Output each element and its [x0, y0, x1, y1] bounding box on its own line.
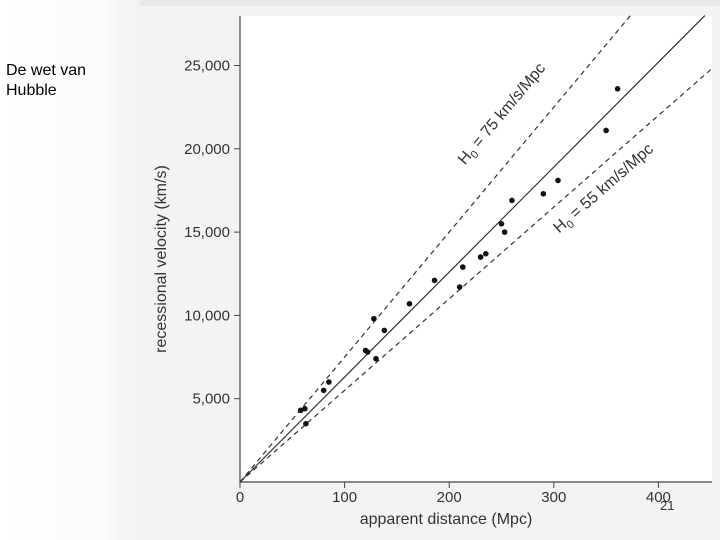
chart-axes: 0 100 200 300 400 5,000 10,000 15,000 20,000 25,0…: [153, 16, 712, 528]
data-point: [498, 220, 505, 227]
y-tick-label: 5,000: [192, 391, 230, 408]
data-point: [540, 190, 547, 197]
data-point: [459, 264, 466, 270]
x-tick-label: 0: [236, 489, 244, 506]
x-tick-label: 300: [541, 489, 566, 506]
data-point: [614, 86, 621, 92]
y-axis-label: recessional velocity (km/s): [153, 165, 170, 353]
data-point: [431, 277, 438, 284]
y-tick-label: 25,000: [184, 58, 230, 75]
data-point: [509, 197, 515, 204]
data-point: [371, 315, 377, 322]
chart-points: [297, 86, 621, 427]
data-point: [326, 379, 332, 385]
y-tick-label: 20,000: [184, 141, 230, 158]
data-point: [603, 127, 609, 134]
slide-title: De wet van Hubble: [6, 62, 87, 99]
data-point: [477, 254, 484, 260]
data-point: [555, 177, 561, 184]
slide-left-panel: [0, 0, 140, 540]
x-axis-label: apparent distance (Mpc): [360, 511, 533, 528]
data-point: [364, 349, 371, 355]
data-point: [381, 327, 388, 334]
x-tick-label: 400: [646, 489, 671, 506]
y-tick-label: 10,000: [184, 307, 230, 324]
data-point: [456, 284, 463, 290]
data-point: [406, 300, 413, 307]
x-tick-label: 100: [332, 489, 357, 506]
data-point: [373, 355, 379, 362]
chart-lines: [239, 15, 712, 483]
x-tick-label: 200: [437, 489, 462, 506]
page-number: 21: [660, 498, 675, 513]
reference-line-h0-75: [239, 15, 631, 483]
data-point: [302, 405, 308, 412]
plot-area: [240, 16, 712, 482]
data-point: [483, 250, 489, 257]
data-point: [303, 420, 309, 427]
figure-top-strip: [140, 0, 720, 6]
y-tick-label: 15,000: [184, 224, 230, 241]
data-point: [320, 387, 327, 394]
best-fit-line: [239, 15, 706, 483]
data-point: [501, 229, 508, 235]
